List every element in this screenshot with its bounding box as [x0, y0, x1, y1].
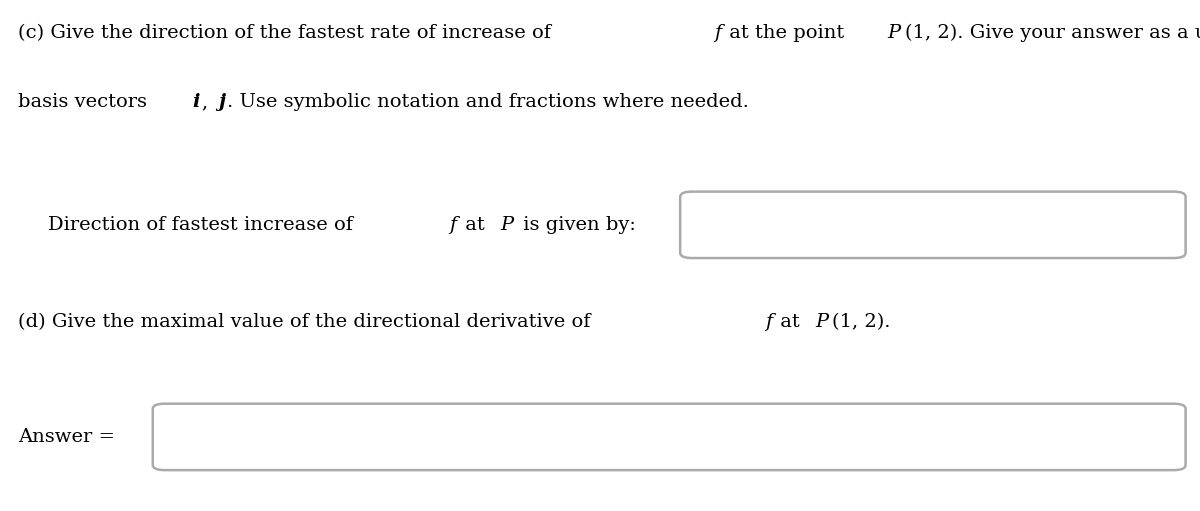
Text: f: f — [764, 313, 772, 331]
Text: i: i — [192, 93, 200, 111]
Text: . Use symbolic notation and fractions where needed.: . Use symbolic notation and fractions wh… — [227, 93, 749, 111]
Text: (1, 2).: (1, 2). — [833, 313, 890, 331]
Text: basis vectors: basis vectors — [18, 93, 154, 111]
Text: P: P — [500, 216, 514, 234]
Text: ,: , — [202, 93, 215, 111]
Text: (d) Give the maximal value of the directional derivative of: (d) Give the maximal value of the direct… — [18, 313, 596, 331]
Text: P: P — [816, 313, 828, 331]
Text: P: P — [888, 24, 901, 42]
Text: Answer =: Answer = — [18, 428, 115, 446]
Text: at the point: at the point — [724, 24, 851, 42]
Text: f: f — [450, 216, 457, 234]
Text: at: at — [774, 313, 806, 331]
Text: is given by:: is given by: — [517, 216, 636, 234]
FancyBboxPatch shape — [152, 404, 1186, 470]
FancyBboxPatch shape — [680, 192, 1186, 258]
Text: Direction of fastest increase of: Direction of fastest increase of — [48, 216, 359, 234]
Text: j: j — [218, 93, 226, 111]
Text: (1, 2). Give your answer as a unit vector using the standard: (1, 2). Give your answer as a unit vecto… — [905, 24, 1200, 42]
Text: at: at — [458, 216, 491, 234]
Text: (c) Give the direction of the fastest rate of increase of: (c) Give the direction of the fastest ra… — [18, 24, 557, 42]
Text: f: f — [714, 24, 721, 42]
